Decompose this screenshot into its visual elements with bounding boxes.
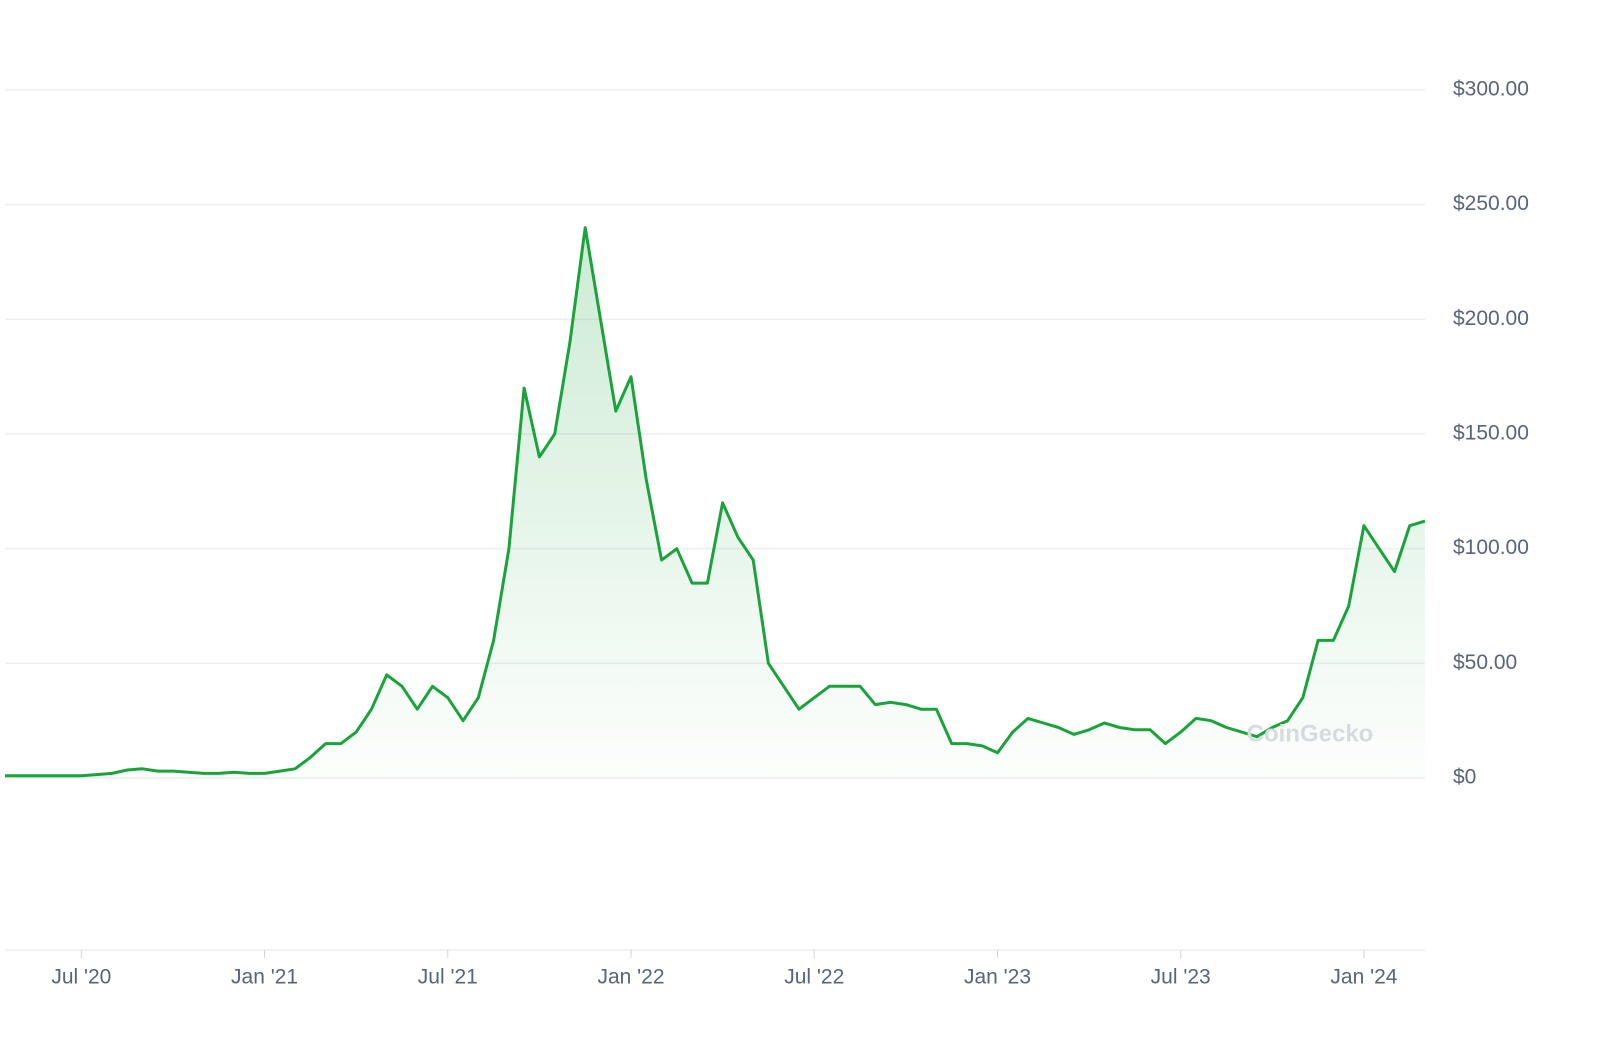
- y-tick-label: $300.00: [1453, 78, 1529, 101]
- price-line: [5, 226, 1426, 778]
- x-tick-label: Jul '21: [418, 966, 478, 989]
- x-tick-label: Jan '22: [597, 966, 664, 989]
- price-area: [5, 227, 1425, 779]
- x-tick-label: Jul '23: [1151, 966, 1211, 989]
- y-tick-label: $50.00: [1453, 651, 1517, 674]
- y-tick-label: $150.00: [1453, 422, 1529, 445]
- y-tick-label: $250.00: [1453, 192, 1529, 215]
- x-tick-label: Jan '24: [1330, 966, 1397, 989]
- x-tick-label: Jul '20: [51, 966, 111, 989]
- y-tick-label: $200.00: [1453, 307, 1529, 330]
- watermark: CoinGecko: [1247, 720, 1374, 747]
- x-tick-label: Jan '21: [231, 966, 298, 989]
- x-tick-label: Jul '22: [784, 966, 844, 989]
- x-tick-label: Jan '23: [964, 966, 1031, 989]
- y-tick-label: $0: [1453, 766, 1476, 789]
- y-tick-label: $100.00: [1453, 536, 1529, 559]
